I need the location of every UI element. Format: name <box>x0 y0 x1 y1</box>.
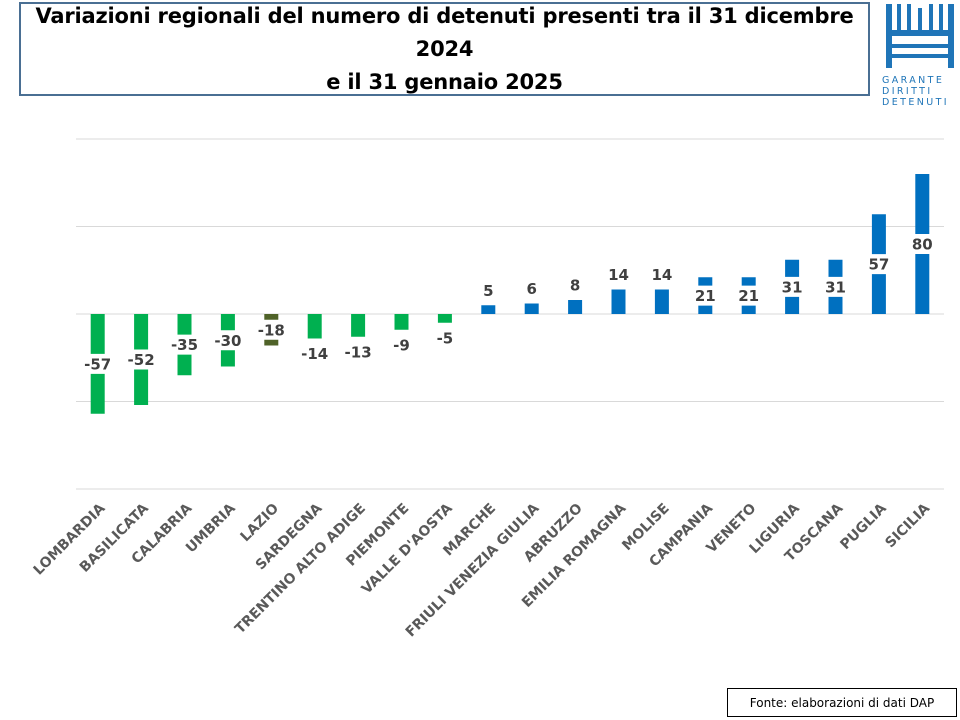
data-label: -52 <box>128 351 155 369</box>
bar-marche <box>481 305 496 314</box>
data-label-bg <box>341 341 375 362</box>
chart-category-labels: LOMBARDIABASILICATACALABRIAUMBRIALAZIOSA… <box>31 500 934 640</box>
data-label-bg <box>298 343 332 364</box>
data-label: -14 <box>301 345 328 363</box>
data-label-bg <box>823 276 848 297</box>
data-label-bg <box>736 285 761 306</box>
logo-text-garante: GARANTE <box>882 75 945 86</box>
logo-text-diritti: DIRITTI <box>882 86 933 97</box>
bar-sardegna <box>307 314 322 339</box>
data-label: 31 <box>782 278 803 296</box>
data-label-bg <box>432 327 457 348</box>
data-label-bg <box>524 278 540 299</box>
data-label: -9 <box>393 336 410 354</box>
data-label: 6 <box>526 280 536 298</box>
chart-title-line2: e il 31 gennaio 2025 <box>326 69 563 94</box>
data-label-bg <box>780 276 805 297</box>
bar-friuli-venezia-giulia <box>524 303 539 314</box>
data-label-bg <box>649 264 674 285</box>
data-label-bg <box>81 353 115 374</box>
data-label: 80 <box>912 236 933 254</box>
data-label: 14 <box>651 266 672 284</box>
data-label-bg <box>168 334 201 355</box>
data-label-bg <box>480 280 496 301</box>
data-label: -13 <box>345 343 372 361</box>
bar-molise <box>654 289 669 314</box>
data-label: -5 <box>437 329 454 347</box>
data-label: 31 <box>825 278 846 296</box>
bar-piemonte <box>394 314 409 330</box>
data-label-bg <box>866 254 891 275</box>
data-label-bg <box>254 319 288 340</box>
data-label-bg <box>124 349 158 370</box>
bar-valle-d-aosta <box>437 314 452 323</box>
data-label: 8 <box>570 277 580 295</box>
source-note: Fonte: elaborazioni di dati DAP <box>727 688 957 717</box>
data-label: 21 <box>738 287 759 305</box>
chart-title-line1: Variazioni regionali del numero di deten… <box>35 3 854 61</box>
data-label: -18 <box>258 321 285 339</box>
data-label: 57 <box>868 256 889 274</box>
data-label-bg <box>211 330 245 351</box>
category-label: SICILIA <box>882 500 933 551</box>
data-label: 21 <box>695 287 716 305</box>
garante-logo-icon <box>886 4 954 68</box>
data-label: 14 <box>608 266 629 284</box>
chart-title: Variazioni regionali del numero di deten… <box>30 0 860 99</box>
data-label: -35 <box>171 336 198 354</box>
data-label-bg <box>606 264 631 285</box>
data-label: -30 <box>214 332 241 350</box>
data-label: -57 <box>84 355 111 373</box>
data-label-bg <box>389 334 414 355</box>
bar-emilia-romagna <box>611 289 626 314</box>
data-label-bg <box>567 275 583 295</box>
logo-text-detenuti: DETENUTI <box>882 97 949 108</box>
data-label-bg <box>693 285 718 306</box>
category-label: PUGLIA <box>837 500 890 553</box>
chart-gridlines <box>76 138 944 490</box>
bar-abruzzo <box>568 300 583 314</box>
data-label-bg <box>910 234 935 254</box>
bar-trentino-alto-adige <box>351 314 366 337</box>
chart-data-labels: -57 -52 -35 -30 -18 -14 -13 -9 -5 5 6 8 14 14 21 21 31 31… <box>81 234 935 374</box>
chart-title-box: Variazioni regionali del numero di deten… <box>19 2 870 96</box>
data-label: 5 <box>483 282 493 300</box>
